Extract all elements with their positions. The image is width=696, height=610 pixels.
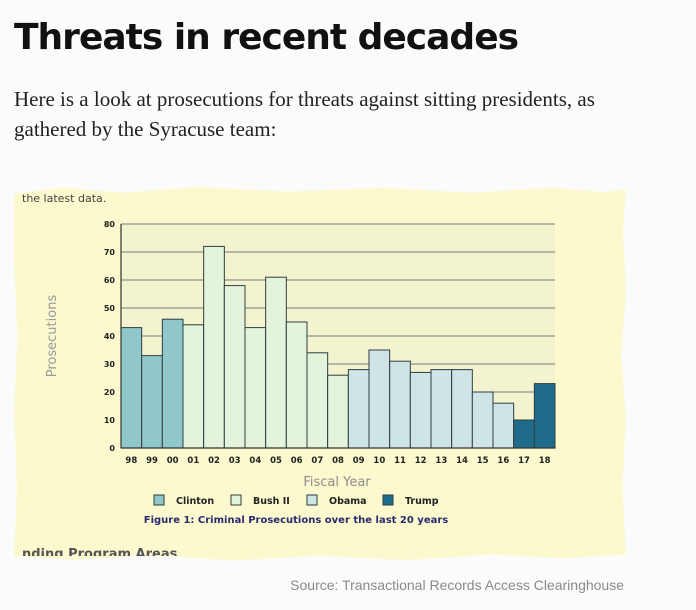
x-tick-label: 98 — [125, 456, 137, 466]
x-tick-label: 17 — [518, 456, 530, 466]
legend-swatch-bush-ii — [230, 494, 242, 506]
bar-98 — [120, 327, 143, 449]
legend-label: Trump — [405, 496, 439, 507]
bar-13 — [430, 369, 453, 449]
bar-01 — [182, 324, 205, 449]
bar-03 — [223, 285, 246, 449]
x-axis-label: Fiscal Year — [303, 475, 371, 490]
y-tick-label: 10 — [104, 416, 116, 425]
bar-11 — [389, 360, 411, 449]
x-tick-label: 14 — [456, 456, 468, 466]
bar-09 — [347, 369, 370, 449]
x-tick-label: 03 — [229, 456, 241, 466]
x-tick-label: 13 — [435, 456, 447, 466]
bar-12 — [409, 371, 432, 449]
legend-swatch-trump — [382, 494, 394, 506]
y-tick-label: 40 — [104, 332, 116, 341]
y-tick-label: 20 — [104, 388, 116, 397]
bar-16 — [492, 402, 515, 449]
bar-17 — [513, 419, 535, 449]
bar-00 — [161, 318, 184, 449]
bar-02 — [203, 245, 225, 449]
bar-04 — [244, 327, 267, 449]
legend-label: Clinton — [176, 496, 214, 507]
y-tick-label: 80 — [104, 220, 116, 229]
x-tick-label: 05 — [270, 456, 282, 466]
x-tick-label: 15 — [477, 456, 489, 466]
x-tick-label: 16 — [497, 456, 509, 466]
x-tick-label: 12 — [415, 456, 427, 466]
y-tick-label: 30 — [104, 360, 116, 369]
x-tick-label: 00 — [167, 456, 179, 466]
chart-title: Figure 1: Criminal Prosecutions over the… — [144, 515, 449, 526]
intro-paragraph: Here is a look at prosecutions for threa… — [14, 87, 595, 141]
source-credit: Source: Transactional Records Access Cle… — [290, 577, 624, 593]
y-tick-label: 50 — [104, 304, 116, 313]
bar-14 — [451, 369, 473, 449]
x-tick-label: 07 — [311, 456, 323, 466]
x-tick-label: 06 — [291, 456, 303, 466]
y-tick-label: 0 — [109, 444, 115, 453]
legend-label: Bush II — [253, 496, 290, 507]
clipping-bottom-text: nding Program Areas — [22, 547, 178, 556]
bar-08 — [327, 374, 349, 449]
bar-07 — [306, 352, 329, 449]
y-tick-label: 70 — [104, 248, 116, 257]
x-tick-label: 01 — [187, 456, 199, 466]
bar-05 — [265, 276, 287, 449]
legend-swatch-obama — [306, 494, 318, 506]
x-tick-label: 18 — [539, 456, 551, 466]
y-tick-label: 60 — [104, 276, 116, 285]
x-tick-label: 04 — [249, 456, 261, 466]
x-tick-label: 08 — [332, 456, 344, 466]
bar-18 — [533, 383, 556, 449]
bar-15 — [471, 391, 494, 449]
y-axis-label: Prosecutions — [45, 295, 60, 378]
prosecutions-chart: 0 10 20 30 40 50 60 70 80 98 99 00 01 02 03 04 05 06 07 08 0… — [45, 220, 556, 526]
legend-swatch-clinton — [153, 494, 165, 506]
x-tick-label: 11 — [394, 456, 406, 466]
clipping-top-text: the latest data. — [22, 192, 107, 205]
bar-06 — [285, 321, 308, 449]
x-tick-label: 99 — [146, 456, 158, 466]
bar-10 — [368, 349, 391, 449]
legend-label: Obama — [329, 496, 367, 507]
x-tick-label: 02 — [208, 456, 220, 466]
headline: Threats in recent decades — [14, 17, 519, 58]
x-tick-label: 09 — [353, 456, 365, 466]
bar-99 — [141, 355, 163, 449]
x-tick-label: 10 — [373, 456, 385, 466]
